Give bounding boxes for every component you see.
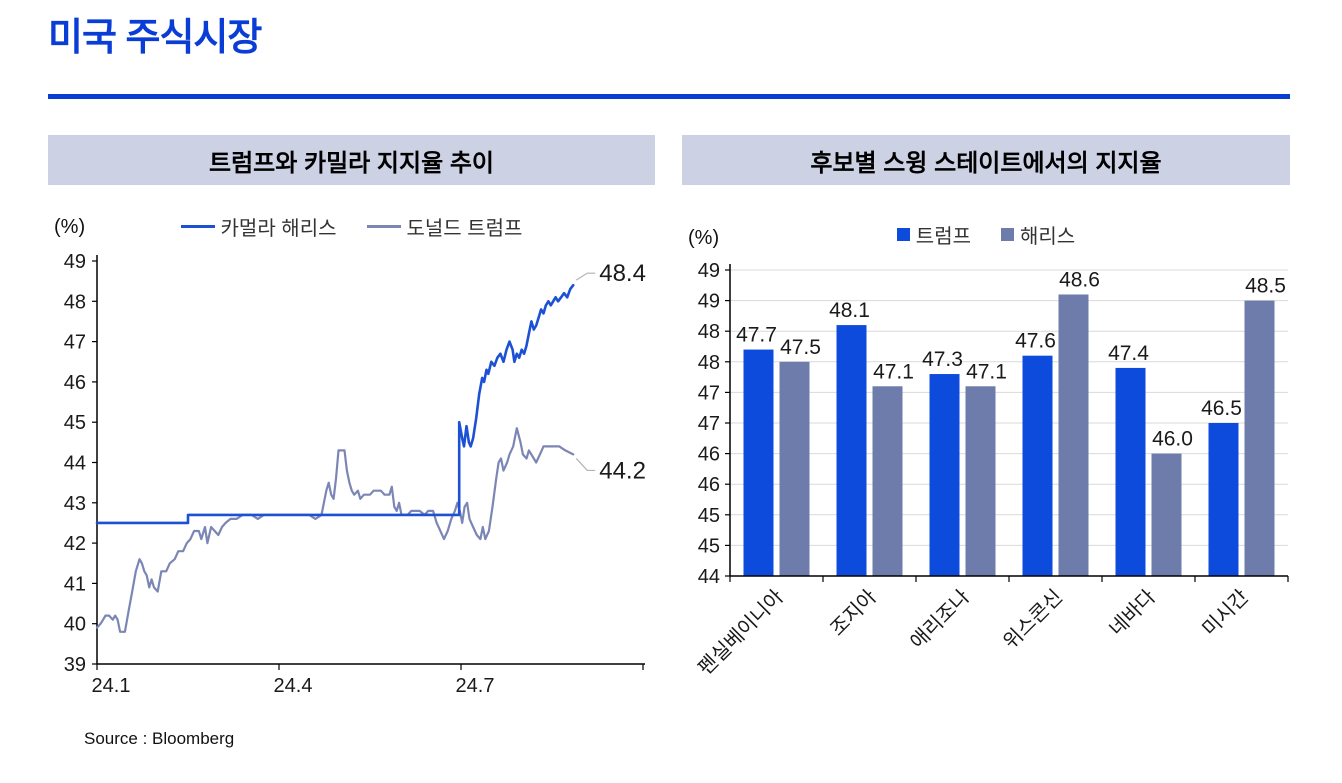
y-axis-tick-label: 49 xyxy=(698,291,720,313)
bar-value-label: 46.0 xyxy=(1152,428,1193,451)
y-axis-tick-label: 48 xyxy=(64,291,86,313)
legend-square-swatch xyxy=(896,228,910,241)
right-unit-label: (%) xyxy=(688,227,720,249)
line-chart-legend: 카멀라 해리스 도널드 트럼프 xyxy=(48,212,655,241)
legend-item: 도널드 트럼프 xyxy=(366,212,523,241)
y-axis-tick-label: 43 xyxy=(64,493,86,515)
y-axis-tick-label: 45 xyxy=(64,412,86,434)
bar-value-label: 47.4 xyxy=(1108,342,1149,365)
left-panel-header: 트럼프와 카밀라 지지율 추이 xyxy=(48,135,655,185)
bar-value-label: 47.6 xyxy=(1015,330,1056,353)
bar-harris xyxy=(1151,453,1182,576)
y-axis-tick-label: 42 xyxy=(64,533,86,555)
bar-value-label: 48.6 xyxy=(1059,268,1100,291)
y-axis-tick-label: 44 xyxy=(64,453,86,475)
bar-harris xyxy=(1244,300,1275,576)
y-axis-tick-label: 49 xyxy=(698,260,720,282)
bar-harris xyxy=(965,386,996,576)
bar-trump xyxy=(1115,367,1146,576)
y-axis-tick-label: 45 xyxy=(698,505,720,527)
end-label-leader xyxy=(575,458,596,472)
category-label: 미시간 xyxy=(1198,585,1253,640)
title-rule xyxy=(48,94,1290,99)
bar-value-label: 47.1 xyxy=(966,360,1007,383)
category-label: 네바다 xyxy=(1105,585,1160,640)
y-axis-tick-label: 47 xyxy=(64,332,86,354)
bar-value-label: 47.7 xyxy=(736,324,777,347)
end-label-leader xyxy=(575,272,596,281)
bar-value-label: 48.1 xyxy=(829,299,870,322)
bar-trump xyxy=(929,374,960,576)
bar-value-label: 48.5 xyxy=(1245,275,1286,298)
x-axis-tick-label: 24.7 xyxy=(456,675,495,697)
bar-value-label: 47.5 xyxy=(780,336,821,359)
y-axis-tick-label: 49 xyxy=(64,251,86,273)
x-axis-tick-label: 24.1 xyxy=(92,675,131,697)
legend-item: 트럼프 xyxy=(896,220,971,249)
right-panel-header: 후보별 스윙 스테이트에서의 지지율 xyxy=(682,135,1290,185)
legend-label: 도널드 트럼프 xyxy=(406,218,523,240)
right-panel-title: 후보별 스윙 스테이트에서의 지지율 xyxy=(810,149,1162,177)
y-axis-tick-label: 46 xyxy=(698,474,720,496)
left-panel-title: 트럼프와 카밀라 지지율 추이 xyxy=(209,149,494,177)
y-axis-tick-label: 41 xyxy=(64,573,86,595)
bar-trump xyxy=(836,325,867,576)
bar-trump xyxy=(1208,423,1239,576)
bar-harris xyxy=(872,386,903,576)
bar-value-label: 46.5 xyxy=(1201,397,1242,420)
y-axis-tick-label: 46 xyxy=(698,444,720,466)
legend-line-swatch xyxy=(366,225,401,228)
bar-trump xyxy=(743,349,774,576)
legend-square-swatch xyxy=(1001,228,1014,241)
y-axis-tick-label: 39 xyxy=(64,654,86,676)
bar-chart-svg: 44 45 45 46 46 47 47 48 48 49 49 47.747.5 펜실베이니아 48.1… xyxy=(694,260,1289,680)
legend-item: 카멀라 해리스 xyxy=(180,212,337,241)
y-axis-tick-label: 47 xyxy=(698,382,720,404)
y-axis-tick-label: 44 xyxy=(698,566,720,588)
y-axis-tick-label: 46 xyxy=(64,372,86,394)
left-unit-label: (%) xyxy=(54,216,86,238)
bar-value-label: 47.1 xyxy=(873,360,914,383)
legend-label: 카멀라 해리스 xyxy=(220,218,337,240)
source-note: Source : Bloomberg xyxy=(84,729,235,748)
legend-label: 트럼프 xyxy=(915,226,971,248)
bar-chart-legend: 트럼프 해리스 xyxy=(682,220,1290,249)
bar-harris xyxy=(779,361,810,576)
category-label: 위스콘신 xyxy=(999,585,1067,653)
bar-harris xyxy=(1058,294,1089,576)
bar-value-label: 47.3 xyxy=(922,348,963,371)
line-chart-svg: 39 40 41 42 43 44 45 46 47 48 49 24.1 24.4 24.7 44.2 48… xyxy=(64,251,646,697)
category-label: 조지아 xyxy=(826,585,881,640)
y-axis-tick-label: 45 xyxy=(698,535,720,557)
category-label: 애리조나 xyxy=(906,585,974,653)
legend-item: 해리스 xyxy=(1001,220,1075,249)
series-line-trump xyxy=(95,427,575,633)
series-line-harris xyxy=(95,283,575,525)
y-axis-tick-label: 47 xyxy=(698,413,720,435)
x-axis-tick-label: 24.4 xyxy=(274,675,313,697)
end-label: 44.2 xyxy=(599,457,646,484)
page-title: 미국 주식시장 xyxy=(48,17,262,59)
end-label: 48.4 xyxy=(599,260,646,287)
bar-trump xyxy=(1022,355,1053,576)
y-axis-tick-label: 48 xyxy=(698,321,720,343)
y-axis-tick-label: 40 xyxy=(64,614,86,636)
y-axis-tick-label: 48 xyxy=(698,352,720,374)
category-label: 펜실베이니아 xyxy=(694,585,788,679)
legend-label: 해리스 xyxy=(1020,226,1076,248)
legend-line-swatch xyxy=(180,225,215,228)
